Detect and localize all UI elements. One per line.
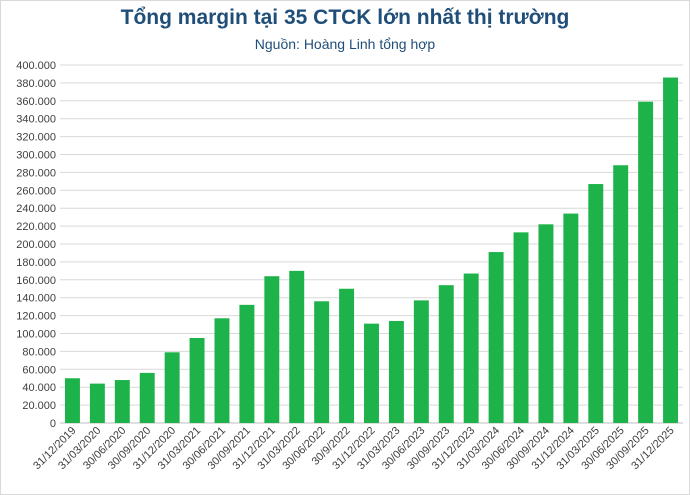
y-tick-label: 400.000	[16, 60, 56, 72]
chart-subtitle: Nguồn: Hoàng Linh tổng hợp	[254, 36, 436, 52]
bar	[513, 232, 529, 423]
y-tick-label: 100.000	[16, 329, 56, 341]
y-tick-label: 20.000	[22, 400, 56, 412]
chart-title: Tổng margin tại 35 CTCK lớn nhất thị trư…	[120, 6, 570, 29]
y-tick-label: 40.000	[22, 382, 56, 394]
bar	[438, 285, 454, 423]
y-tick-label: 380.000	[16, 78, 56, 90]
y-tick-label: 320.000	[16, 132, 56, 144]
y-tick-label: 300.000	[16, 150, 56, 162]
y-tick-label: 140.000	[16, 293, 56, 305]
bar	[563, 213, 579, 423]
bar	[289, 270, 305, 423]
bar	[89, 383, 105, 423]
y-tick-label: 180.000	[16, 257, 56, 269]
bar	[264, 276, 280, 423]
bar	[413, 300, 429, 423]
bar	[139, 372, 155, 423]
y-tick-label: 340.000	[16, 114, 56, 126]
bar	[239, 304, 255, 423]
y-tick-label: 260.000	[16, 185, 56, 197]
bar	[638, 101, 654, 423]
bar	[64, 378, 80, 423]
y-tick-label: 120.000	[16, 311, 56, 323]
bar	[488, 252, 504, 423]
bar	[189, 337, 205, 423]
y-tick-label: 240.000	[16, 203, 56, 215]
bar	[588, 184, 604, 423]
y-tick-label: 0	[50, 418, 56, 430]
bar	[463, 273, 479, 423]
bar	[164, 352, 180, 423]
bar	[388, 320, 404, 423]
bar	[663, 77, 679, 423]
y-tick-label: 360.000	[16, 96, 56, 108]
bar	[114, 380, 130, 423]
bar	[314, 301, 330, 423]
bar	[339, 288, 355, 423]
bar	[613, 165, 629, 424]
y-tick-label: 60.000	[22, 364, 56, 376]
y-tick-label: 200.000	[16, 239, 56, 251]
y-tick-label: 280.000	[16, 167, 56, 179]
y-tick-label: 160.000	[16, 275, 56, 287]
y-tick-label: 220.000	[16, 221, 56, 233]
bar	[364, 323, 379, 423]
y-tick-label: 80.000	[22, 346, 56, 358]
bar	[214, 318, 230, 423]
bar	[538, 224, 554, 423]
